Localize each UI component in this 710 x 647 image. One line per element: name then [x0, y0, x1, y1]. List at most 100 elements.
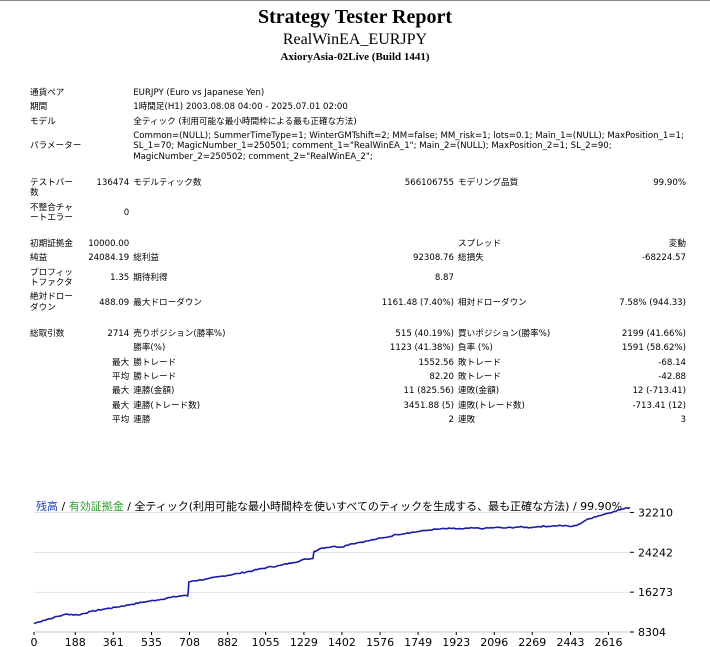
short-value: 515 (40.19%) [395, 329, 454, 339]
rel-dd-label: 相対ドローダウン [458, 297, 527, 308]
cw-count-label: 連勝(トレード数) [133, 400, 201, 411]
avg-cw-value: 2 [448, 414, 454, 425]
balance-line [33, 506, 631, 625]
symbol-value: EURJPY (Euro vs Japanese Yen) [133, 88, 265, 98]
y-tick-label: 24242 [638, 546, 673, 559]
net-value: 24084.19 [88, 253, 130, 264]
pf-value: 1.35 [110, 272, 130, 283]
deposit-label: 初期証拠金 [30, 239, 73, 250]
ticks-value: 566106755 [404, 177, 454, 188]
x-tick-label: 1923 [442, 636, 470, 647]
ea-name: RealWinEA_EURJPY [282, 31, 428, 48]
avg-label: 平均 [112, 371, 130, 382]
period-label: 期間 [30, 102, 48, 113]
trades-label: 総取引数 [30, 329, 65, 339]
x-tick-label: 2269 [518, 636, 546, 647]
mismatch-value: 0 [123, 207, 130, 218]
gross-profit-label: 総利益 [133, 253, 160, 264]
win-value: 1123 (41.38%) [389, 343, 454, 354]
cw-money-label: 連勝(金額) [133, 386, 175, 397]
balance-chart: 残高 / 有効証拠金 / 全ティック(利用可能な最小時間枠を使いすべてのティック… [31, 499, 674, 647]
server-build: AxioryAsia-02Live (Build 1441) [280, 51, 430, 63]
bars-label: テストバー数 [30, 177, 73, 199]
period-value: 1時間足(H1) 2003.08.08 04:00 - 2025.07.01 0… [133, 102, 348, 113]
symbol-label: 通貨ペア [30, 88, 65, 98]
rel-dd-value: 7.58% (944.33) [619, 297, 686, 308]
chart-series [33, 506, 631, 625]
short-label: 売りポジション(勝率%) [133, 329, 226, 339]
model-value: 全ティック (利用可能な最小時間枠による最も正確な方法) [133, 116, 357, 127]
abs-dd-label: 絶対ドローダウン [30, 292, 73, 313]
x-tick-label: 1055 [252, 636, 280, 647]
legend-margin: 有効証拠金 [69, 499, 124, 513]
x-tick-label: 708 [179, 636, 200, 647]
avg-cl-label: 連敗 [458, 414, 476, 425]
max-dd-label: 最大ドローダウン [133, 297, 202, 308]
x-tick-label: 1229 [290, 636, 318, 647]
spread-value: 変動 [668, 239, 686, 250]
max-dd-value: 1161.48 (7.40%) [381, 297, 454, 308]
pf-label: プロフィットファクタ [30, 267, 73, 289]
win-label: 勝率(%) [133, 343, 166, 354]
x-tick-label: 2443 [556, 636, 584, 647]
loss-value: 1591 (58.62%) [621, 343, 686, 354]
y-tick-label: 32210 [638, 506, 673, 519]
x-tick-label: 1402 [328, 636, 356, 647]
max-loss-label: 敗トレード [458, 357, 501, 368]
model-label: モデル [30, 116, 56, 127]
y-tick-label: 8304 [638, 626, 666, 639]
trades-value: 2714 [107, 329, 130, 339]
quality-value: 99.90% [653, 177, 686, 188]
gross-loss-label: 総損失 [458, 253, 484, 264]
x-tick-label: 0 [31, 636, 38, 647]
net-label: 純益 [30, 253, 48, 264]
y-tick-label: 16273 [638, 586, 673, 599]
params-value: Common=(NULL); SummerTimeType=1; WinterG… [133, 130, 684, 162]
quality-label: モデリング品質 [458, 177, 519, 188]
loss-label: 負率 (%) [458, 343, 493, 354]
cl-money-label: 連敗(金額) [458, 386, 500, 397]
x-axis: 0 188 361 535 708 882 1055 1229 1402 1576 1749 1923… [31, 632, 622, 647]
cw-money-value: 11 (825.56) [403, 386, 454, 397]
avg-loss-label: 敗トレード [458, 371, 501, 382]
long-value: 2199 (41.66%) [621, 329, 686, 339]
chart-grid [34, 512, 630, 633]
expected-label: 期待利得 [133, 272, 168, 283]
long-label: 買いポジション(勝率%) [458, 329, 551, 339]
cl-money-value: 12 (-713.41) [632, 386, 686, 397]
max3-label: 最大 [112, 400, 130, 411]
top-border [0, 0, 710, 1]
max-loss-value: -68.14 [658, 357, 686, 368]
cw-count-value: 3451.88 (5) [403, 400, 454, 411]
max2-label: 最大 [112, 386, 130, 397]
params-label: パラメーター [30, 140, 82, 151]
deposit-value: 10000.00 [88, 239, 130, 250]
avg-cw-label: 連勝 [133, 414, 151, 425]
x-tick-label: 188 [65, 636, 86, 647]
abs-dd-value: 488.09 [99, 297, 130, 308]
report-title: Strategy Tester Report [257, 6, 453, 28]
avg-win-label: 勝トレード [133, 371, 177, 382]
x-tick-label: 2096 [480, 636, 508, 647]
x-tick-label: 2616 [594, 636, 622, 647]
ticks-label: モデルティック数 [133, 177, 202, 188]
cl-count-label: 連敗(トレード数) [458, 400, 525, 411]
gross-loss-value: -68224.57 [641, 253, 686, 264]
x-tick-label: 1749 [404, 636, 432, 647]
avg-win-value: 82.20 [429, 371, 454, 382]
y-axis: 32210 24242 16273 8304 [630, 506, 673, 639]
chart-legend: 残高 / 有効証拠金 / 全ティック(利用可能な最小時間枠を使いすべてのティック… [36, 499, 622, 513]
legend-separator: / [58, 500, 69, 513]
legend-model-text: / 全ティック(利用可能な最小時間枠を使いすべてのティックを生成する、最も正確な… [124, 499, 622, 513]
legend-balance: 残高 [36, 499, 58, 513]
gross-profit-value: 92308.76 [412, 253, 454, 264]
bars-value: 136474 [96, 177, 130, 188]
x-tick-label: 1576 [366, 636, 394, 647]
cl-count-value: -713.41 (12) [632, 400, 686, 411]
avg-loss-value: -42.88 [658, 371, 686, 382]
avg2-label: 平均 [112, 414, 130, 425]
max-win-label: 勝トレード [133, 357, 177, 368]
x-tick-label: 535 [141, 636, 162, 647]
max-label: 最大 [112, 357, 130, 368]
x-tick-label: 882 [217, 636, 238, 647]
